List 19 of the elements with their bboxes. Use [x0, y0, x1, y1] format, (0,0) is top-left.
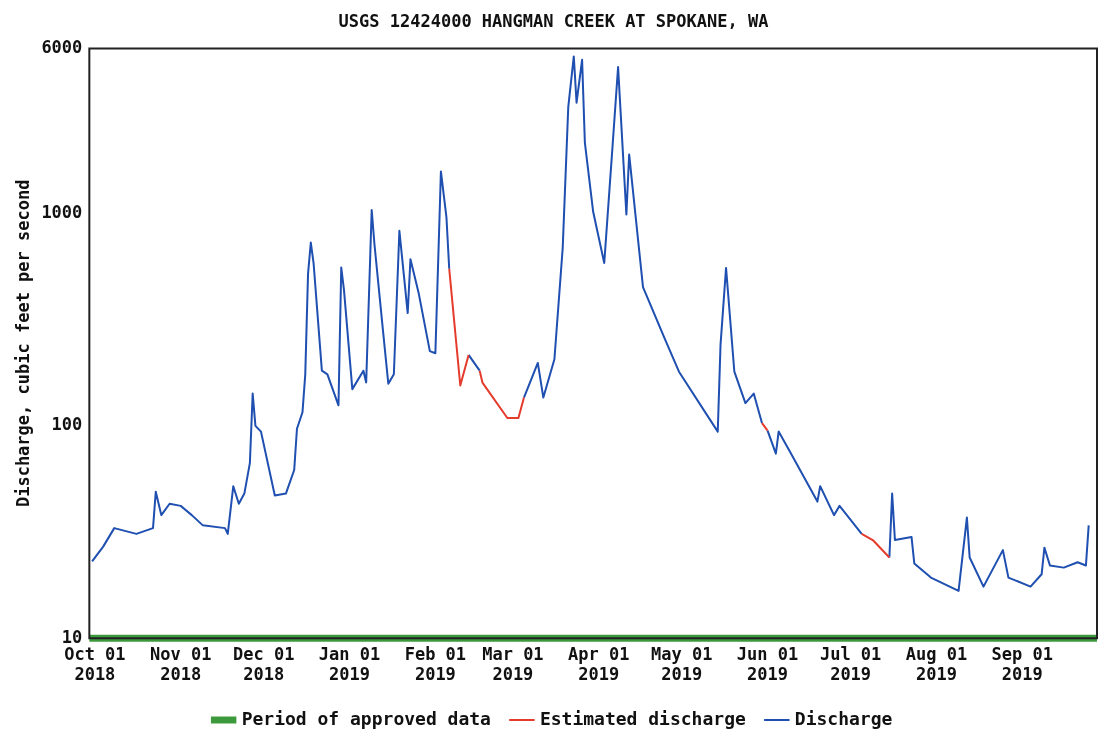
chart-title: USGS 12424000 HANGMAN CREEK AT SPOKANE, WA	[338, 10, 769, 31]
legend-label: Estimated discharge	[539, 707, 746, 729]
x-tick-label: Nov 01 2018	[149, 643, 212, 685]
legend-label: Period of approved data	[241, 707, 491, 729]
x-tick-label: Feb 01 2019	[404, 643, 467, 685]
x-tick-label: Apr 01 2019	[568, 643, 630, 685]
x-tick-label: Mar 01 2019	[482, 643, 544, 685]
legend-label: Discharge	[794, 707, 893, 729]
y-tick-label: 6000	[41, 36, 83, 57]
x-tick-label: Sep 01 2019	[991, 643, 1053, 685]
x-tick-label: May 01 2019	[651, 643, 713, 685]
x-tick-label: Jul 01 2019	[819, 643, 882, 685]
y-axis-title: Discharge, cubic feet per second	[12, 179, 33, 508]
y-tick-label: 100	[51, 414, 83, 435]
x-tick-label: Jan 01 2019	[318, 643, 381, 685]
y-tick-label: 1000	[41, 202, 83, 223]
x-tick-label: Dec 01 2018	[233, 643, 295, 685]
x-tick-label: Aug 01 2019	[905, 643, 968, 685]
x-tick-label: Jun 01 2019	[736, 643, 799, 685]
